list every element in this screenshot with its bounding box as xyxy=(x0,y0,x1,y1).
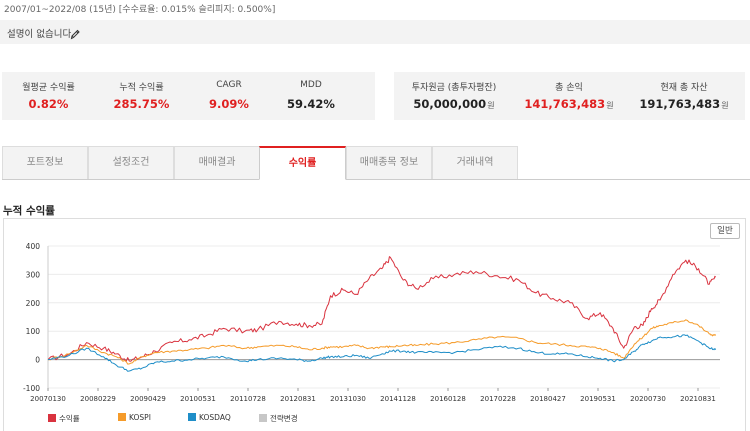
y-tick-label: 200 xyxy=(26,299,41,308)
result-tabs: 포트정보 설정조건 매매결과 수익률 매매종목 정보 거래내역 xyxy=(2,146,750,180)
series-line-returns xyxy=(47,256,717,363)
stat-unit: 원 xyxy=(721,101,729,110)
return-stats-panel: 월평균 수익률 0.82% 누적 수익률 285.75% CAGR 9.09% … xyxy=(2,72,375,120)
x-tick-label: 20110728 xyxy=(230,395,266,403)
x-tick-label: 20120831 xyxy=(280,395,316,403)
stat-mdd: MDD 59.42% xyxy=(266,72,356,120)
stat-principal: 투자원금 (총투자평잔) 50,000,000원 xyxy=(394,72,514,120)
legend-item-kospi[interactable]: KOSPI xyxy=(118,413,151,422)
stat-cumulative-return: 누적 수익률 285.75% xyxy=(95,72,188,120)
stat-total-pnl: 총 손익 141,763,483원 xyxy=(509,72,629,120)
stat-label: 총 손익 xyxy=(555,83,583,93)
stat-label: 누적 수익률 xyxy=(119,83,164,93)
asset-stats-panel: 투자원금 (총투자평잔) 50,000,000원 총 손익 141,763,48… xyxy=(394,72,745,120)
x-tick-label: 20200730 xyxy=(630,395,666,403)
stat-value: 191,763,483원 xyxy=(624,97,744,111)
legend-item-kosdaq[interactable]: KOSDAQ xyxy=(188,413,231,422)
legend-label: KOSDAQ xyxy=(199,413,231,422)
series-line-kospi xyxy=(47,319,717,365)
y-tick-label: 400 xyxy=(26,242,41,251)
stat-number: 141,763,483 xyxy=(524,97,606,111)
stat-current-assets: 현재 총 자산 191,763,483원 xyxy=(624,72,744,120)
tab-traded-stocks[interactable]: 매매종목 정보 xyxy=(346,146,432,179)
tab-trade-results[interactable]: 매매결과 xyxy=(174,146,260,179)
stat-cagr: CAGR 9.09% xyxy=(184,72,274,120)
stat-number: 191,763,483 xyxy=(639,97,721,111)
stat-unit: 원 xyxy=(487,101,495,110)
description-box: 설명이 없습니다. xyxy=(0,20,750,44)
stat-label: MDD xyxy=(300,80,322,90)
stat-value: 285.75% xyxy=(113,97,170,111)
stat-value: 0.82% xyxy=(28,97,69,111)
stat-label: 투자원금 (총투자평잔) xyxy=(411,83,497,93)
x-tick-label: 20090429 xyxy=(130,395,166,403)
stat-unit: 원 xyxy=(606,101,614,110)
stat-value: 50,000,000원 xyxy=(394,97,514,111)
x-tick-label: 20210831 xyxy=(680,395,716,403)
tab-portfolio-info[interactable]: 포트정보 xyxy=(2,146,88,179)
backtest-period-subtitle: 2007/01~2022/08 (15년) [수수료율: 0.015% 슬리피지… xyxy=(4,5,276,15)
stat-label: 월평균 수익률 xyxy=(22,83,75,93)
tab-transaction-history[interactable]: 거래내역 xyxy=(432,146,518,179)
stat-label: 현재 총 자산 xyxy=(660,83,708,93)
x-tick-label: 20070130 xyxy=(30,395,66,403)
series-line-kosdaq xyxy=(47,334,717,372)
y-tick-label: 0 xyxy=(35,356,40,365)
x-tick-label: 20131030 xyxy=(330,395,366,403)
legend-label: 전략변경 xyxy=(270,414,298,423)
x-tick-label: 20160128 xyxy=(430,395,466,403)
description-text: 설명이 없습니다. xyxy=(7,29,75,40)
legend-label: 수익률 xyxy=(59,414,80,423)
legend-swatch xyxy=(259,414,267,422)
x-tick-label: 20170228 xyxy=(480,395,516,403)
stat-value: 141,763,483원 xyxy=(509,97,629,111)
scale-toggle-button[interactable]: 일반 xyxy=(710,223,740,239)
legend-item-strategy-change[interactable]: 전략변경 xyxy=(259,413,298,424)
tab-settings[interactable]: 설정조건 xyxy=(88,146,174,179)
stat-monthly-avg-return: 월평균 수익률 0.82% xyxy=(2,72,95,120)
y-tick-label: 300 xyxy=(26,270,41,279)
x-tick-label: 20141128 xyxy=(380,395,416,403)
stat-value: 9.09% xyxy=(209,97,249,111)
legend-swatch xyxy=(118,413,126,421)
pencil-icon[interactable] xyxy=(70,25,80,40)
x-tick-label: 20180427 xyxy=(530,395,566,403)
legend-swatch xyxy=(188,413,196,421)
chart-section-title: 누적 수익률 xyxy=(3,205,55,217)
chart-frame xyxy=(3,218,746,431)
y-tick-label: 100 xyxy=(26,327,41,336)
stat-number: 50,000,000 xyxy=(413,97,487,111)
tab-returns[interactable]: 수익률 xyxy=(259,146,346,180)
legend-item-returns[interactable]: 수익률 xyxy=(48,413,80,424)
legend-label: KOSPI xyxy=(129,413,151,422)
stat-label: CAGR xyxy=(216,80,242,90)
x-tick-label: 20080229 xyxy=(80,395,116,403)
legend-swatch xyxy=(48,414,56,422)
y-tick-label: -100 xyxy=(23,384,40,393)
x-tick-label: 20100531 xyxy=(180,395,216,403)
x-tick-label: 20190531 xyxy=(580,395,616,403)
stat-value: 59.42% xyxy=(287,97,335,111)
